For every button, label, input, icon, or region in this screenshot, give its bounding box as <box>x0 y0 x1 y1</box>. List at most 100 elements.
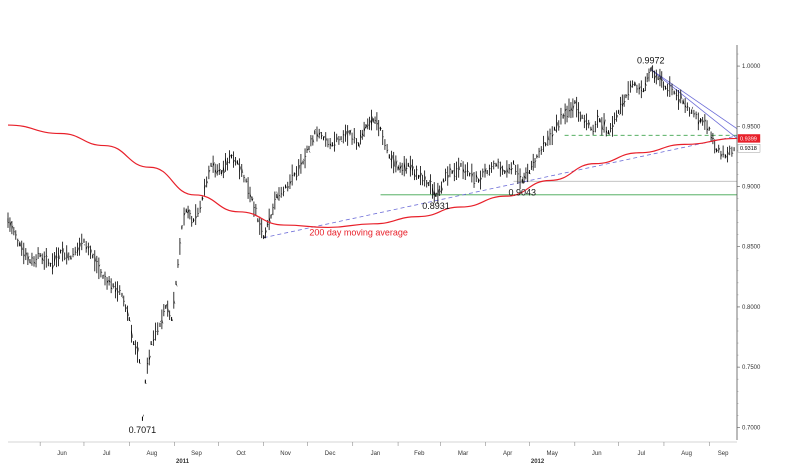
price-bar-close <box>502 168 504 172</box>
price-bar-close <box>386 149 389 152</box>
price-bar-close <box>682 98 685 105</box>
price-bar-close <box>21 246 24 251</box>
price-bar-close <box>414 173 416 177</box>
price-bar-close <box>506 168 509 173</box>
price-bar-close <box>710 136 713 139</box>
price-bar-close <box>549 133 552 135</box>
trendline <box>650 69 738 139</box>
price-bar-close <box>519 175 522 178</box>
price-bar-close <box>115 287 117 293</box>
price-bar-close <box>233 159 235 163</box>
y-tick-label: 0.7500 <box>742 365 761 371</box>
price-bar-close <box>489 167 491 170</box>
price-bar-close <box>227 161 229 164</box>
price-bar-close <box>695 114 698 116</box>
price-bar-close <box>439 190 442 193</box>
price-bar-close <box>445 172 447 174</box>
x-tick-label: Sep <box>191 451 202 457</box>
price-bar-close <box>671 88 674 90</box>
price-bar-close <box>27 256 30 262</box>
trendline <box>263 135 738 239</box>
price-bar-close <box>556 122 559 128</box>
trendline <box>650 69 738 130</box>
x-year-label: 2011 <box>176 459 190 465</box>
x-year-label: 2012 <box>531 459 545 465</box>
price-bar-close <box>276 191 279 200</box>
price-bar-close <box>680 93 683 99</box>
x-tick-label: Nov <box>280 451 291 457</box>
price-bar-close <box>347 130 350 135</box>
price-tags: 0.9399 0.9318 <box>737 134 761 153</box>
price-bar-close <box>321 135 323 137</box>
price-bar-close <box>255 207 258 209</box>
price-bar-close <box>68 256 71 258</box>
price-bar-close <box>369 120 372 124</box>
price-bar-close <box>169 315 172 317</box>
price-bar-close <box>437 189 440 197</box>
x-tick-label: Aug <box>147 451 158 457</box>
price-bar-close <box>9 221 12 228</box>
series-layer <box>7 65 738 421</box>
price-bar-close <box>601 124 604 130</box>
price-bar-close <box>88 246 90 249</box>
price-bar-close <box>351 138 354 140</box>
price-bar-close <box>616 114 619 119</box>
price-bar-close <box>623 100 626 104</box>
annotation-label: 0.9972 <box>637 55 665 65</box>
price-bar-close <box>225 158 227 166</box>
price-bar-close <box>458 165 461 171</box>
price-bar-close <box>397 164 400 170</box>
price-bar-close <box>159 320 162 323</box>
price-bar-close <box>454 175 456 177</box>
price-bar-close <box>334 144 336 146</box>
price-bar-close <box>669 85 672 87</box>
x-tick-label: Apr <box>503 451 512 457</box>
price-bar-close <box>177 264 180 266</box>
price-bar-close <box>318 132 321 136</box>
price-bar-close <box>235 161 237 163</box>
price-bar-close <box>395 160 398 168</box>
price-bar-close <box>610 127 612 129</box>
price-tag-label: 0.9318 <box>740 146 757 152</box>
price-bar-close <box>447 175 450 179</box>
price-bar-close <box>300 162 303 166</box>
price-bar-close <box>667 89 670 92</box>
price-bar-close <box>497 161 500 163</box>
price-bar-close <box>661 79 664 81</box>
price-bar-close <box>345 131 347 137</box>
price-bar-close <box>208 169 211 173</box>
price-bar-close <box>676 94 678 97</box>
y-tick-label: 0.9500 <box>742 124 761 130</box>
price-bar-close <box>291 174 294 177</box>
price-bar-close <box>135 346 138 350</box>
price-bar-close <box>402 169 404 172</box>
price-bar-close <box>597 114 599 118</box>
x-tick-label: May <box>547 451 558 457</box>
price-bar-close <box>641 89 643 92</box>
price-bar-close <box>612 124 614 128</box>
annotation-label: 0.8931 <box>422 201 450 211</box>
price-bar-close <box>44 256 46 258</box>
price-bar-close <box>325 137 328 141</box>
price-bar-close <box>693 113 696 116</box>
price-bar-close <box>354 137 356 139</box>
price-bar-close <box>422 180 424 182</box>
price-bar-close <box>491 165 493 167</box>
price-bar-close <box>638 86 641 91</box>
price-bar-close <box>167 308 170 313</box>
price-bar-close <box>371 116 373 125</box>
price-bar-close <box>66 251 69 259</box>
price-bar-close <box>72 253 75 256</box>
price-bar-close <box>508 167 511 171</box>
price-bar-close <box>523 175 526 179</box>
price-bar-close <box>426 182 429 185</box>
price-bar-close <box>77 247 79 253</box>
y-tick-label: 1.0000 <box>742 64 761 70</box>
price-bar-close <box>131 330 133 338</box>
price-bar-close <box>367 124 370 126</box>
price-bar-close <box>106 280 109 284</box>
price-bar-close <box>52 265 54 270</box>
price-bar-close <box>216 170 219 173</box>
x-tick-label: Mar <box>458 451 468 457</box>
